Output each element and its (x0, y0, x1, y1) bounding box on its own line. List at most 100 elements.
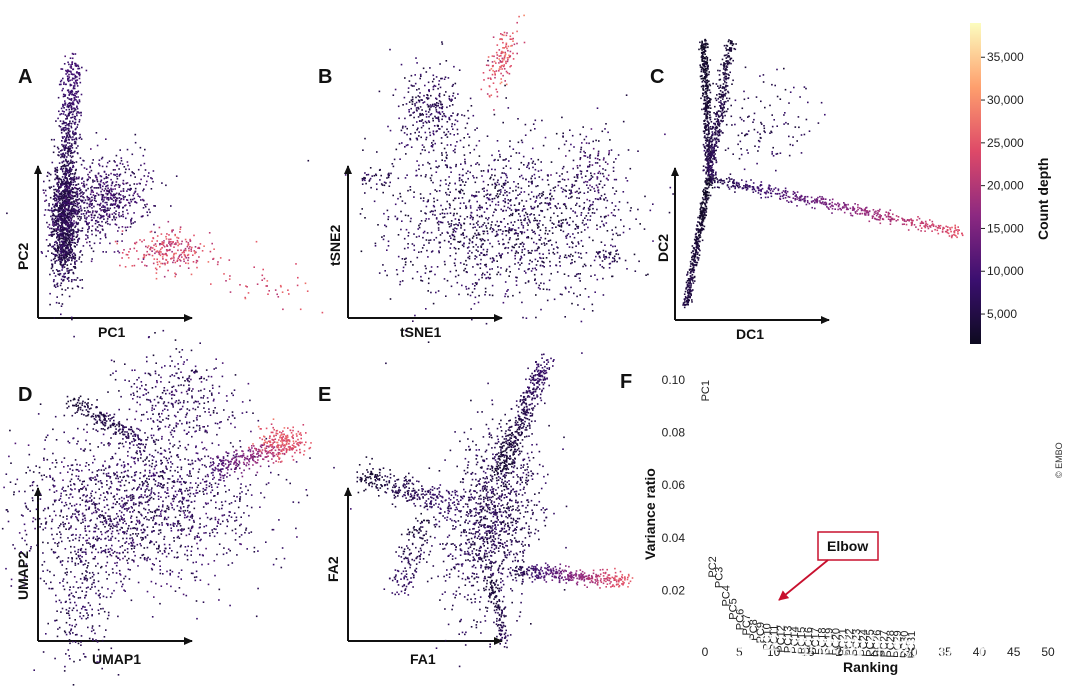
scatter-point-a (134, 242, 136, 244)
scatter-point-a (57, 200, 60, 203)
scatter-point-a (177, 237, 180, 239)
scatter-point-b (579, 273, 581, 275)
scatter-point-b (404, 177, 407, 179)
scatter-point-a (65, 228, 67, 231)
scatter-point-b (389, 181, 391, 184)
scatter-point-b (548, 288, 551, 291)
scatter-point-b (424, 220, 427, 222)
scatter-point-b (457, 93, 459, 95)
scatter-point-b (505, 42, 508, 45)
scatter-point-a (95, 229, 97, 232)
scatter-point-b (512, 52, 514, 55)
scatter-point-a (46, 175, 49, 177)
scatter-point-b (565, 237, 568, 239)
scatter-point-b (467, 252, 469, 254)
scatter-point-b (480, 239, 483, 242)
scatter-point-a (126, 182, 129, 184)
scatter-point-a (106, 203, 108, 206)
scatter-point-b (364, 217, 366, 219)
scatter-point-a (105, 196, 107, 199)
scatter-point-a (65, 238, 67, 241)
scatter-point-a (121, 233, 123, 235)
scatter-point-b (561, 178, 564, 181)
scatter-point-a (122, 210, 124, 213)
scatter-point-a (59, 207, 62, 210)
scatter-point-b (446, 193, 448, 196)
scatter-point-b (474, 258, 476, 260)
scatter-point-b (546, 299, 549, 302)
scatter-point-a (144, 205, 147, 208)
scatter-point-b (497, 179, 499, 181)
scatter-point-a (74, 142, 77, 145)
scatter-point-b (404, 146, 406, 148)
scatter-point-b (579, 158, 581, 161)
scatter-point-b (565, 190, 567, 192)
scatter-point-b (520, 221, 523, 224)
scatter-point-a (86, 206, 89, 209)
scatter-point-a (108, 160, 111, 162)
scatter-point-a (60, 79, 63, 82)
scatter-point-b (582, 245, 584, 247)
scatter-point-b (468, 144, 470, 147)
scatter-point-b (389, 298, 392, 300)
scatter-point-b (428, 90, 430, 93)
scatter-point-a (98, 163, 100, 165)
scatter-point-b (487, 169, 489, 171)
scatter-point-b (521, 231, 523, 233)
scatter-point-a (77, 111, 80, 113)
scatter-point-b (537, 194, 540, 197)
scatter-point-b (521, 232, 523, 235)
scatter-point-b (387, 216, 390, 218)
scatter-point-b (421, 149, 424, 151)
scatter-point-a (79, 193, 81, 195)
scatter-point-b (439, 86, 442, 89)
scatter-point-b (538, 226, 540, 228)
scatter-point-c (701, 42, 703, 44)
scatter-point-a (62, 120, 65, 123)
scatter-point-b (447, 240, 450, 243)
scatter-point-a (51, 233, 53, 236)
scatter-point-a (61, 176, 64, 178)
scatter-point-b (538, 222, 540, 225)
scatter-point-a (64, 254, 67, 256)
scatter-point-a (187, 243, 190, 246)
scatter-point-a (89, 193, 92, 196)
scatter-point-b (499, 66, 501, 68)
scatter-point-b (496, 91, 499, 93)
scatter-point-b (615, 190, 618, 192)
scatter-point-a (147, 253, 150, 256)
scatter-point-a (177, 257, 179, 260)
scatter-point-a (50, 186, 53, 188)
scatter-point-a (116, 178, 119, 180)
scatter-point-a (77, 239, 79, 241)
scatter-point-b (549, 265, 551, 267)
scatter-point-b (425, 121, 428, 124)
scatter-point-a (60, 213, 62, 216)
scatter-point-a (74, 258, 76, 260)
scatter-point-b (434, 142, 436, 145)
scatter-point-b (567, 233, 570, 235)
scatter-point-a (71, 197, 73, 199)
scatter-point-a (74, 63, 77, 65)
scatter-point-a (59, 260, 61, 263)
scatter-point-a (61, 235, 63, 238)
scatter-point-a (60, 221, 62, 224)
scatter-point-a (56, 251, 59, 254)
scatter-point-c (705, 151, 707, 154)
scatter-point-b (501, 185, 503, 187)
scatter-point-a (184, 238, 187, 241)
scatter-point-a (73, 161, 75, 164)
scatter-point-b (430, 210, 433, 212)
scatter-point-b (589, 164, 591, 166)
scatter-point-b (426, 103, 429, 106)
scatter-point-a (54, 220, 57, 223)
scatter-point-a (118, 205, 121, 207)
scatter-point-a (91, 258, 93, 260)
scatter-point-b (459, 207, 461, 209)
scatter-point-b (444, 164, 447, 166)
scatter-point-a (63, 136, 66, 138)
scatter-point-b (520, 255, 522, 258)
scatter-point-b (568, 189, 571, 191)
scatter-point-b (527, 236, 530, 239)
scatter-point-a (90, 204, 93, 206)
